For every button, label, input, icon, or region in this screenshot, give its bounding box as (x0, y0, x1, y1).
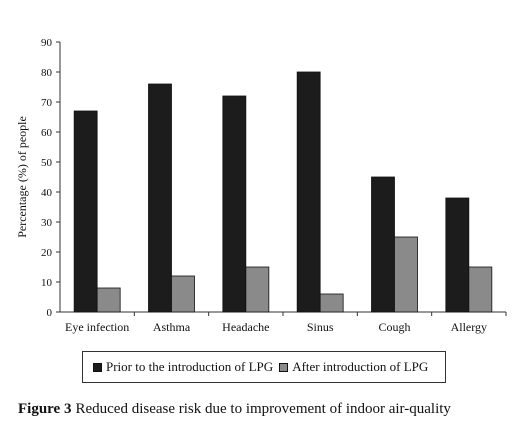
y-tick-label: 50 (41, 157, 53, 169)
figure-caption: Figure 3 Reduced disease risk due to impr… (18, 401, 451, 418)
bar-prior (445, 197, 470, 313)
figure-caption-text: Reduced disease risk due to improvement … (75, 401, 451, 417)
legend-swatch-prior (93, 362, 102, 372)
chart-axes (56, 41, 507, 316)
legend-swatch-after (279, 362, 289, 372)
bar-after (171, 275, 195, 313)
bar-chart: 0 10 20 30 40 50 60 70 80 90 Percentage (%) of peo… (15, 37, 507, 334)
x-category-label: Cough (378, 320, 410, 334)
y-tick-label: 20 (41, 247, 53, 259)
y-tick-label: 70 (41, 97, 53, 109)
legend-label-prior: Prior to the introduction of LPG (106, 359, 274, 374)
bar-prior (148, 83, 172, 313)
chart-legend: Prior to the introduction of LPG After i… (82, 351, 446, 383)
x-category-label: Sinus (307, 320, 334, 334)
bar-after (319, 293, 344, 313)
y-tick-label: 60 (41, 127, 53, 139)
x-category-label: Headache (222, 320, 269, 334)
bar-after (245, 266, 270, 313)
bar-prior (73, 110, 98, 313)
y-tick-label: 40 (41, 187, 53, 199)
figure-caption-label: Figure 3 (18, 401, 72, 417)
y-tick-label: 0 (47, 307, 53, 319)
x-category-label: Eye infection (65, 320, 129, 334)
y-tick-label: 10 (41, 277, 53, 289)
x-category-label: Allergy (451, 320, 487, 334)
legend-item-prior: Prior to the introduction of LPG (93, 359, 273, 375)
bar-prior (296, 71, 321, 313)
y-tick-label: 90 (41, 37, 53, 49)
x-category-label: Asthma (153, 320, 191, 334)
bar-after (468, 266, 493, 313)
y-axis-title: Percentage (%) of people (15, 116, 29, 238)
bar-after (394, 236, 418, 313)
y-tick-label: 80 (41, 67, 53, 79)
legend-label-after: After introduction of LPG (292, 359, 429, 374)
chart-bars (73, 71, 493, 313)
legend-item-after: After introduction of LPG (279, 359, 428, 375)
y-tick-label: 30 (41, 217, 53, 229)
chart-labels: 0 10 20 30 40 50 60 70 80 90 Percentage (%) of peo… (15, 37, 487, 334)
bar-after (96, 287, 121, 313)
bar-prior (222, 95, 247, 313)
bar-prior (371, 176, 395, 313)
